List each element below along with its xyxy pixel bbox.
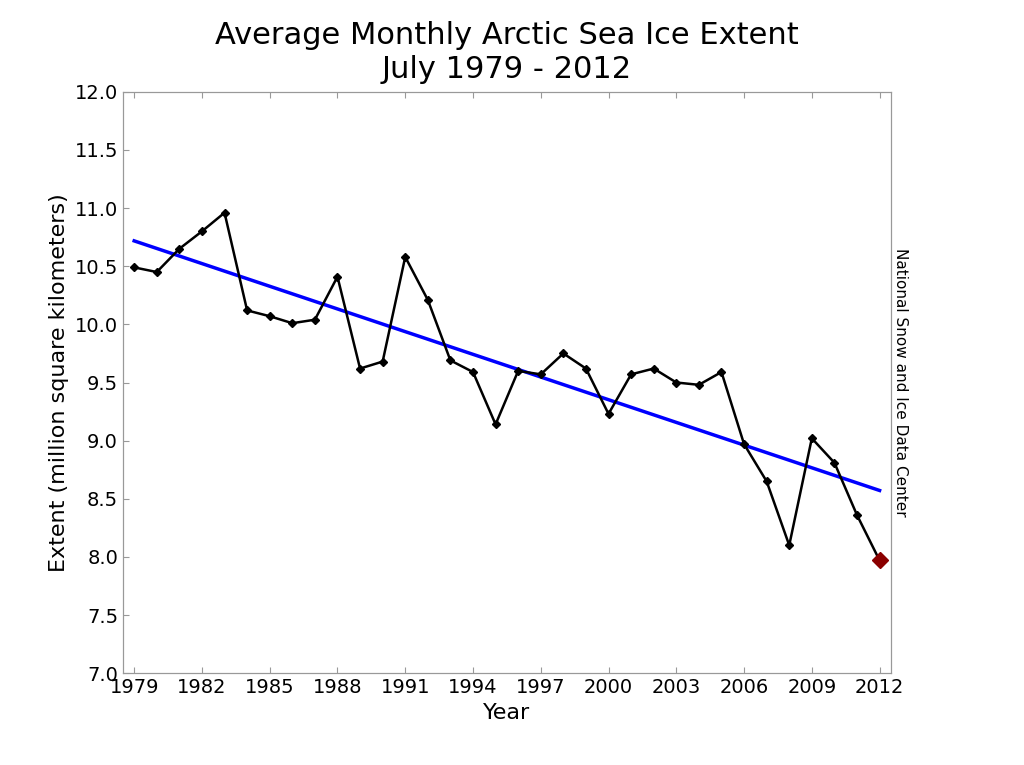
Y-axis label: National Snow and Ice Data Center: National Snow and Ice Data Center <box>893 248 907 517</box>
X-axis label: Year: Year <box>483 702 530 723</box>
Y-axis label: Extent (million square kilometers): Extent (million square kilometers) <box>49 193 69 572</box>
Title: Average Monthly Arctic Sea Ice Extent
July 1979 - 2012: Average Monthly Arctic Sea Ice Extent Ju… <box>215 21 799 84</box>
